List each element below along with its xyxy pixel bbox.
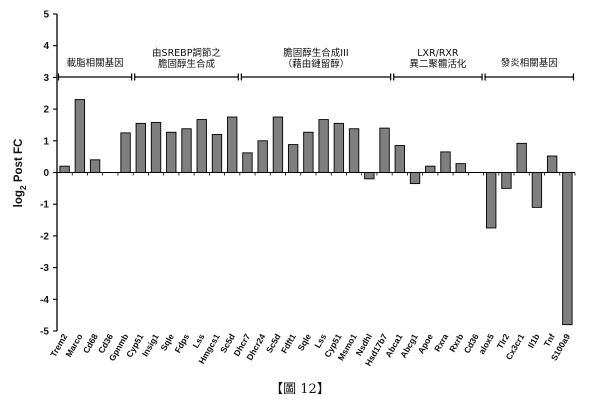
x-tick-label: Sqle (295, 332, 313, 353)
y-label-rest: Post FC (13, 139, 25, 186)
bar (181, 128, 192, 173)
y-axis: -5 -4 -3 -2 -1 0 1 2 3 4 5 (40, 10, 58, 338)
bar (425, 165, 436, 173)
x-tick-label: Apoe (416, 332, 435, 356)
bar (440, 151, 451, 173)
bars (59, 99, 573, 326)
y-axis-label: log2 Post FC (13, 139, 28, 208)
bar (562, 172, 573, 326)
bar (287, 144, 299, 173)
bar (501, 172, 512, 189)
bar (211, 134, 223, 173)
x-tick-label: Il1b (526, 332, 542, 350)
bar (318, 119, 329, 173)
bar (531, 172, 543, 208)
bar (348, 128, 360, 173)
y-tick-label: 3 (43, 73, 49, 84)
y-label-log: log (13, 190, 25, 207)
bar (516, 142, 527, 173)
bar (227, 116, 238, 173)
group-label: 載脂相關基因 (67, 57, 124, 69)
bar (135, 122, 146, 173)
y-tick-label: -1 (40, 200, 49, 211)
y-tick-label: -3 (40, 263, 49, 274)
bar (196, 119, 207, 173)
group-label: 膽固醇生合成III (283, 47, 348, 59)
y-tick-label: 5 (43, 10, 49, 21)
group-label: 異二聚體活化 (409, 58, 467, 70)
figure-caption: 【圖 12】 (270, 382, 330, 397)
bar (74, 99, 86, 173)
x-tick-labels: Trem2MarcoCd68Cd36GpnmbCyp51Insig1SqleFd… (48, 332, 572, 368)
group-label: （藉由鏈留醇） (283, 58, 350, 70)
group-label: LXR/RXR (417, 48, 459, 59)
bar (257, 140, 268, 173)
x-tick-label: Fdft1 (279, 332, 298, 355)
bar (486, 172, 497, 229)
y-tick-label: -2 (40, 231, 49, 242)
bar (166, 131, 177, 173)
bar (409, 172, 421, 185)
bar (89, 159, 101, 173)
group-label: 膽固醇生合成 (158, 58, 216, 70)
zero-baseline (56, 171, 576, 176)
y-tick-label: -4 (40, 295, 49, 306)
y-label-subscript: 2 (18, 185, 28, 190)
x-tick-label: Fdps (172, 332, 191, 355)
y-tick-label: -5 (40, 327, 49, 338)
bar (120, 132, 131, 173)
bar (364, 172, 375, 180)
bar (150, 121, 162, 173)
bar (455, 163, 466, 173)
bar (242, 152, 253, 173)
bar (59, 165, 70, 173)
bar (303, 131, 314, 173)
y-tick-label: 2 (43, 105, 49, 116)
group-label: 由SREBP調節之 (152, 47, 221, 59)
bar (379, 127, 390, 173)
x-tick-label: alox5 (476, 332, 496, 356)
bar (394, 145, 405, 173)
bar (272, 116, 284, 173)
bar (333, 122, 345, 173)
y-tick-label: 0 (43, 168, 49, 179)
y-tick-label: 1 (43, 136, 49, 147)
y-tick-label: 4 (43, 41, 49, 52)
bar (546, 155, 558, 173)
group-label: 發炎相關基因 (501, 57, 558, 69)
